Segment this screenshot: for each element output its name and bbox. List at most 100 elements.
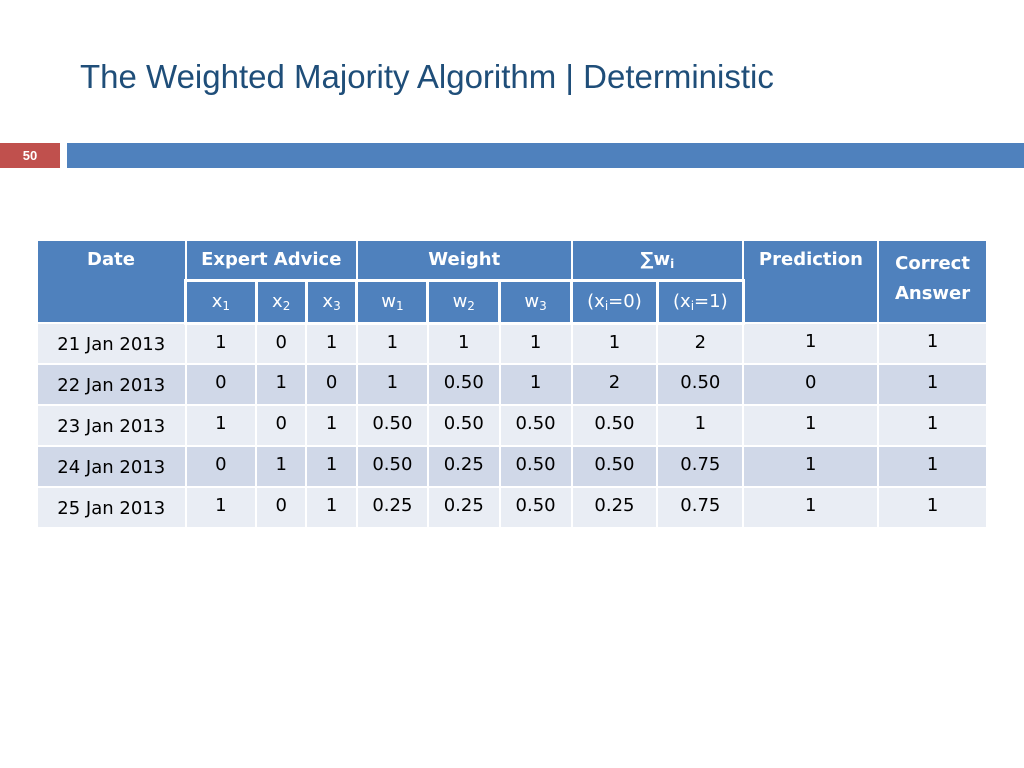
subheader-xi0-sub: i	[604, 299, 609, 313]
cell-sum-1: 0.75	[656, 445, 745, 488]
cell-w1: 0.50	[355, 404, 429, 447]
table-row: 24 Jan 2013 0 1 1 0.50 0.25 0.50 0.50 0.…	[36, 445, 988, 488]
subheader-w1: w1	[355, 278, 430, 325]
subheader-w3-base: w	[524, 291, 540, 312]
subheader-x3: x3	[304, 278, 359, 325]
subheader-x3-sub: 3	[333, 299, 341, 313]
cell-x2: 0	[255, 404, 308, 447]
cell-prediction: 1	[742, 486, 880, 529]
cell-x1: 1	[184, 404, 258, 447]
subheader-x3-base: x	[322, 291, 334, 312]
header-prediction: Prediction	[742, 239, 880, 324]
cell-sum-0: 0.50	[570, 445, 659, 488]
cell-x2: 1	[255, 363, 308, 406]
cell-x2: 0	[255, 486, 308, 529]
cell-correct: 1	[877, 363, 988, 406]
cell-x1: 0	[184, 445, 258, 488]
subheader-x2: x2	[254, 278, 308, 325]
subheader-w1-sub: 1	[395, 299, 404, 313]
slide-title: The Weighted Majority Algorithm | Determ…	[80, 58, 774, 95]
cell-w2: 0.25	[426, 445, 501, 488]
cell-x2: 1	[255, 445, 308, 488]
cell-prediction: 1	[742, 322, 880, 365]
table-row: 21 Jan 2013 1 0 1 1 1 1 1 2 1 1	[36, 322, 988, 365]
cell-correct: 1	[877, 445, 988, 488]
cell-w1: 0.50	[355, 445, 429, 488]
header-sum-weights: ∑wi	[570, 239, 745, 281]
cell-prediction: 0	[742, 363, 880, 406]
weighted-majority-table: Date Expert Advice Weight ∑wi Prediction…	[36, 239, 988, 529]
subheader-w2: w2	[426, 278, 502, 325]
subheader-w3: w3	[498, 278, 574, 325]
subheader-sum-xi-1: (xi=1)	[655, 278, 745, 325]
cell-w3: 1	[498, 363, 573, 406]
cell-x3: 1	[305, 322, 358, 365]
cell-w2: 0.25	[426, 486, 501, 529]
subheader-xi0-close: =0)	[608, 291, 642, 312]
header-correct-answer: Correct Answer	[877, 239, 988, 324]
header-weight: Weight	[355, 239, 573, 281]
subheader-w3-sub: 3	[539, 299, 547, 313]
cell-date: 23 Jan 2013	[36, 404, 187, 447]
cell-x3: 0	[305, 363, 358, 406]
subheader-w1-base: w	[381, 291, 396, 312]
cell-x2: 0	[255, 322, 308, 365]
subheader-xi1-close: =1)	[694, 291, 728, 312]
subheader-x2-base: x	[272, 291, 283, 312]
subheader-x1-sub: 1	[222, 299, 231, 313]
cell-x1: 1	[184, 322, 258, 365]
table-row: 23 Jan 2013 1 0 1 0.50 0.50 0.50 0.50 1 …	[36, 404, 988, 447]
sum-subscript: i	[670, 257, 675, 271]
cell-sum-0: 0.50	[570, 404, 659, 447]
cell-sum-1: 2	[656, 322, 745, 365]
cell-sum-1: 1	[656, 404, 745, 447]
subheader-xi1-sub: i	[690, 299, 695, 313]
subheader-xi1-open: (x	[673, 291, 691, 312]
header-expert-advice: Expert Advice	[184, 239, 358, 281]
cell-x3: 1	[305, 445, 358, 488]
cell-correct: 1	[877, 404, 988, 447]
cell-sum-0: 2	[570, 363, 659, 406]
cell-x3: 1	[305, 404, 358, 447]
cell-w2: 1	[426, 322, 501, 365]
cell-w3: 1	[498, 322, 573, 365]
cell-sum-1: 0.75	[656, 486, 745, 529]
subheader-x2-sub: 2	[282, 299, 291, 313]
cell-correct: 1	[877, 486, 988, 529]
cell-w1: 1	[355, 322, 429, 365]
cell-sum-1: 0.50	[656, 363, 745, 406]
cell-w1: 1	[355, 363, 429, 406]
slide-number-badge: 50	[0, 143, 60, 168]
subheader-sum-xi-0: (xi=0)	[570, 278, 659, 325]
cell-sum-0: 1	[570, 322, 659, 365]
cell-x3: 1	[305, 486, 358, 529]
cell-w3: 0.50	[498, 404, 573, 447]
cell-x1: 0	[184, 363, 258, 406]
cell-w3: 0.50	[498, 486, 573, 529]
header-date: Date	[36, 239, 187, 324]
cell-w2: 0.50	[426, 404, 501, 447]
cell-sum-0: 0.25	[570, 486, 659, 529]
cell-prediction: 1	[742, 404, 880, 447]
sum-symbol-label: ∑w	[640, 249, 671, 270]
header-correct-line2: Answer	[894, 283, 971, 304]
cell-w2: 0.50	[426, 363, 501, 406]
table-row: 22 Jan 2013 0 1 0 1 0.50 1 2 0.50 0 1	[36, 363, 988, 406]
subheader-x1: x1	[184, 278, 258, 325]
cell-date: 24 Jan 2013	[36, 445, 187, 488]
cell-x1: 1	[184, 486, 258, 529]
cell-correct: 1	[877, 322, 988, 365]
cell-w3: 0.50	[498, 445, 573, 488]
cell-w1: 0.25	[355, 486, 429, 529]
header-correct-line1: Correct	[895, 253, 970, 274]
subheader-w2-base: w	[452, 291, 468, 312]
title-accent-bar	[67, 143, 1024, 168]
subheader-w2-sub: 2	[467, 299, 475, 313]
table-row: 25 Jan 2013 1 0 1 0.25 0.25 0.50 0.25 0.…	[36, 486, 988, 529]
cell-date: 21 Jan 2013	[36, 322, 187, 365]
subheader-xi0-open: (x	[587, 291, 605, 312]
cell-prediction: 1	[742, 445, 880, 488]
subheader-x1-base: x	[211, 291, 223, 312]
cell-date: 22 Jan 2013	[36, 363, 187, 406]
